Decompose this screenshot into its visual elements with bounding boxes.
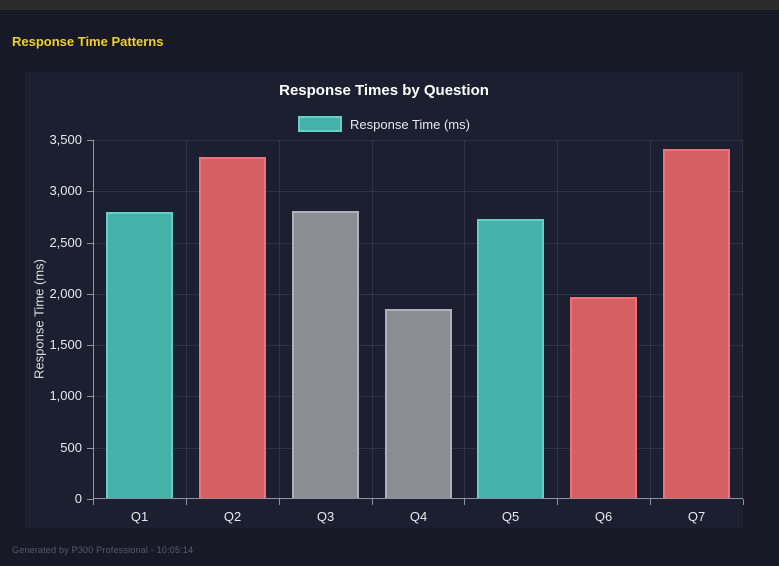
x-tick-label: Q7	[687, 509, 706, 524]
y-tick-label: 3,000	[49, 183, 82, 198]
bar-q4	[385, 309, 452, 498]
x-axis-tick	[186, 499, 187, 505]
x-tick-label: Q4	[409, 509, 428, 524]
gridline-horizontal	[93, 191, 743, 192]
gridline-horizontal	[93, 294, 743, 295]
bar-q5	[477, 219, 544, 498]
x-axis-tick	[464, 499, 465, 505]
x-axis-tick	[650, 499, 651, 505]
y-tick-label: 500	[60, 440, 82, 455]
y-axis-tick	[87, 448, 93, 449]
x-axis-tick	[743, 499, 744, 505]
chart-legend: Response Time (ms)	[25, 116, 743, 132]
x-tick-label: Q6	[594, 509, 613, 524]
bar-q3	[292, 211, 359, 498]
y-axis-tick	[87, 499, 93, 500]
gridline-vertical	[742, 140, 743, 499]
legend-label: Response Time (ms)	[350, 116, 470, 132]
x-tick-label: Q1	[130, 509, 149, 524]
page-title: Response Time Patterns	[12, 34, 164, 49]
y-axis-tick	[87, 294, 93, 295]
gridline-vertical	[186, 140, 187, 499]
gridline-vertical	[372, 140, 373, 499]
y-axis-tick	[87, 396, 93, 397]
y-axis-title: Response Time (ms)	[31, 259, 47, 379]
x-tick-label: Q3	[316, 509, 335, 524]
bar-q6	[570, 297, 637, 498]
gridline-vertical	[279, 140, 280, 499]
x-axis-tick	[557, 499, 558, 505]
x-axis-line	[93, 498, 743, 499]
bar-q2	[199, 157, 266, 498]
x-tick-label: Q5	[501, 509, 520, 524]
x-tick-label: Q2	[223, 509, 242, 524]
y-tick-label: 2,000	[49, 286, 82, 301]
bar-q7	[663, 149, 730, 498]
chart-panel: Response Times by Question Response Time…	[25, 72, 744, 528]
gridline-vertical	[464, 140, 465, 499]
y-tick-label: 0	[74, 491, 82, 506]
x-axis-tick	[93, 499, 94, 505]
window-title-bar	[0, 0, 779, 10]
gridline-horizontal	[93, 140, 743, 141]
chart-title: Response Times by Question	[279, 82, 489, 99]
gridline-vertical	[557, 140, 558, 499]
y-axis-tick	[87, 243, 93, 244]
y-tick-label: 3,500	[49, 132, 82, 147]
footer-text: Generated by P300 Professional - 10:05:1…	[12, 545, 194, 555]
y-axis-line	[93, 140, 94, 499]
y-tick-label: 2,500	[49, 235, 82, 250]
x-axis-tick	[372, 499, 373, 505]
y-axis-tick	[87, 140, 93, 141]
bar-q1	[106, 212, 173, 498]
y-axis-tick	[87, 345, 93, 346]
gridline-horizontal	[93, 243, 743, 244]
x-axis-tick	[279, 499, 280, 505]
legend-swatch	[298, 116, 343, 132]
y-tick-label: 1,500	[49, 337, 82, 352]
gridline-vertical	[650, 140, 651, 499]
legend-item-response-time[interactable]: Response Time (ms)	[298, 116, 470, 132]
plot-area	[93, 140, 743, 499]
y-tick-label: 1,000	[49, 388, 82, 403]
y-axis-tick	[87, 191, 93, 192]
